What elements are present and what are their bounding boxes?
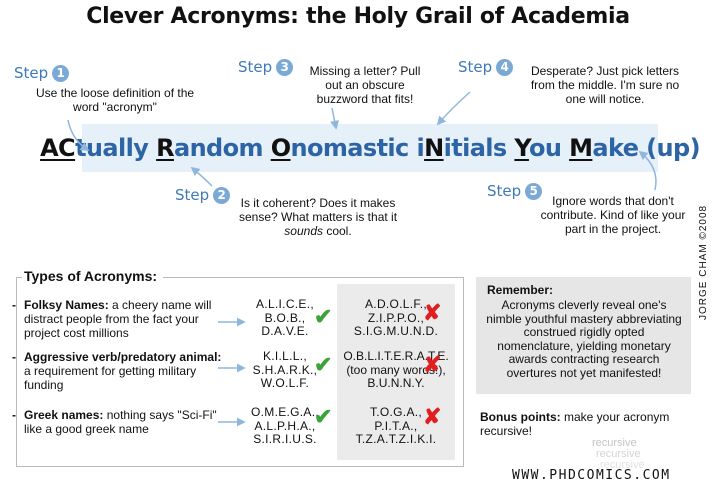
step-2-label: Step 2: [175, 186, 231, 204]
comic-title: Clever Acronyms: the Holy Grail of Acade…: [86, 4, 630, 29]
step-1-number: 1: [52, 64, 70, 82]
step-2-note: Is it coherent? Does it makes sense? Wha…: [238, 196, 398, 238]
banner-word-part: ou: [528, 134, 570, 162]
step-4-arrow: [436, 91, 471, 126]
remember-title: Remember:: [487, 283, 554, 297]
type-row-greek: - Greek names: nothing says "Sci-Fi" like…: [12, 408, 217, 436]
banner-initial: AC: [40, 134, 76, 162]
author-credit: JORGE CHAM ©2008: [698, 204, 709, 320]
good-examples-folksy: A.L.I.C.E., B.O.B., D.A.V.E.: [256, 297, 314, 338]
step-3-label: Step 3: [238, 58, 294, 76]
banner-word-part: andom: [173, 134, 271, 162]
step-3-number: 3: [276, 58, 294, 76]
banner-initial: N: [424, 134, 444, 162]
bonus-points: Bonus points: make your acronym recursiv…: [480, 410, 670, 438]
cross-icon: ✘: [423, 352, 442, 377]
acronym-banner: ACtually Random Onomastic iNitials You M…: [40, 124, 701, 172]
cross-icon: ✘: [423, 300, 442, 325]
step-5-note: Ignore words that don't contribute. Kind…: [540, 194, 686, 236]
banner-word-part: itials: [443, 134, 515, 162]
banner-initial: R: [156, 134, 174, 162]
step-4-number: 4: [496, 58, 514, 76]
step-3-arrow: [330, 107, 340, 130]
good-examples-greek: O.M.E.G.A., A.L.P.H.A., S.I.R.I.U.S.: [251, 405, 319, 446]
bad-examples-aggressive: O.B.L.I.T.E.R.A.T.E. (too many words!), …: [343, 349, 449, 390]
check-icon: ✔: [314, 352, 333, 377]
step-2-arrow: [190, 166, 213, 187]
step-4-label: Step 4: [458, 58, 514, 76]
types-panel: [16, 277, 464, 467]
check-icon: ✔: [314, 304, 333, 329]
cross-icon: ✘: [423, 404, 442, 429]
banner-initial: O: [270, 134, 291, 162]
good-examples-aggressive: K.I.L.L., S.H.A.R.K., W.O.L.F.: [252, 349, 318, 390]
step-1-label: Step 1: [14, 64, 70, 82]
website-link[interactable]: WWW.PHDCOMICS.COM: [512, 468, 671, 483]
step-5-number: 5: [525, 182, 543, 200]
type-row-folksy: - Folksy Names: a cheery name will distra…: [12, 298, 212, 340]
step-1-arrow: [67, 119, 90, 151]
step-1-note: Use the loose definition of the word "ac…: [35, 86, 195, 114]
bad-examples-greek: T.O.G.A., P.I.T.A., T.Z.A.T.Z.I.K.I.: [355, 405, 437, 446]
step-2-number: 2: [213, 186, 231, 204]
bad-examples-folksy: A.D.O.L.F., Z.I.P.P.O., S.I.G.M.U.N.D.: [353, 297, 439, 338]
acronym-banner-text: ACtually Random Onomastic iNitials You M…: [40, 134, 700, 162]
step-5-arrow: [638, 150, 657, 191]
step-4-note: Desperate? Just pick letters from the mi…: [530, 64, 680, 106]
remember-text: Acronyms cleverly reveal one's nimble yo…: [486, 298, 682, 380]
check-icon: ✔: [314, 404, 333, 429]
banner-initial: Y: [514, 134, 529, 162]
recursive-echo: recursive: [600, 459, 645, 471]
recursive-echo: recursive: [596, 448, 641, 460]
recursive-echo: recursive: [592, 437, 637, 449]
remember-panel: [476, 277, 691, 394]
types-title: Types of Acronyms:: [22, 268, 164, 284]
banner-word-part: nomastic i: [290, 134, 425, 162]
bad-examples-background: [337, 284, 455, 460]
banner-initial: M: [569, 134, 593, 162]
step-3-note: Missing a letter? Pull out an obscure bu…: [309, 64, 421, 106]
step-5-label: Step 5: [487, 182, 543, 200]
type-row-aggressive: - Aggressive verb/predatory animal: a req…: [12, 350, 222, 392]
